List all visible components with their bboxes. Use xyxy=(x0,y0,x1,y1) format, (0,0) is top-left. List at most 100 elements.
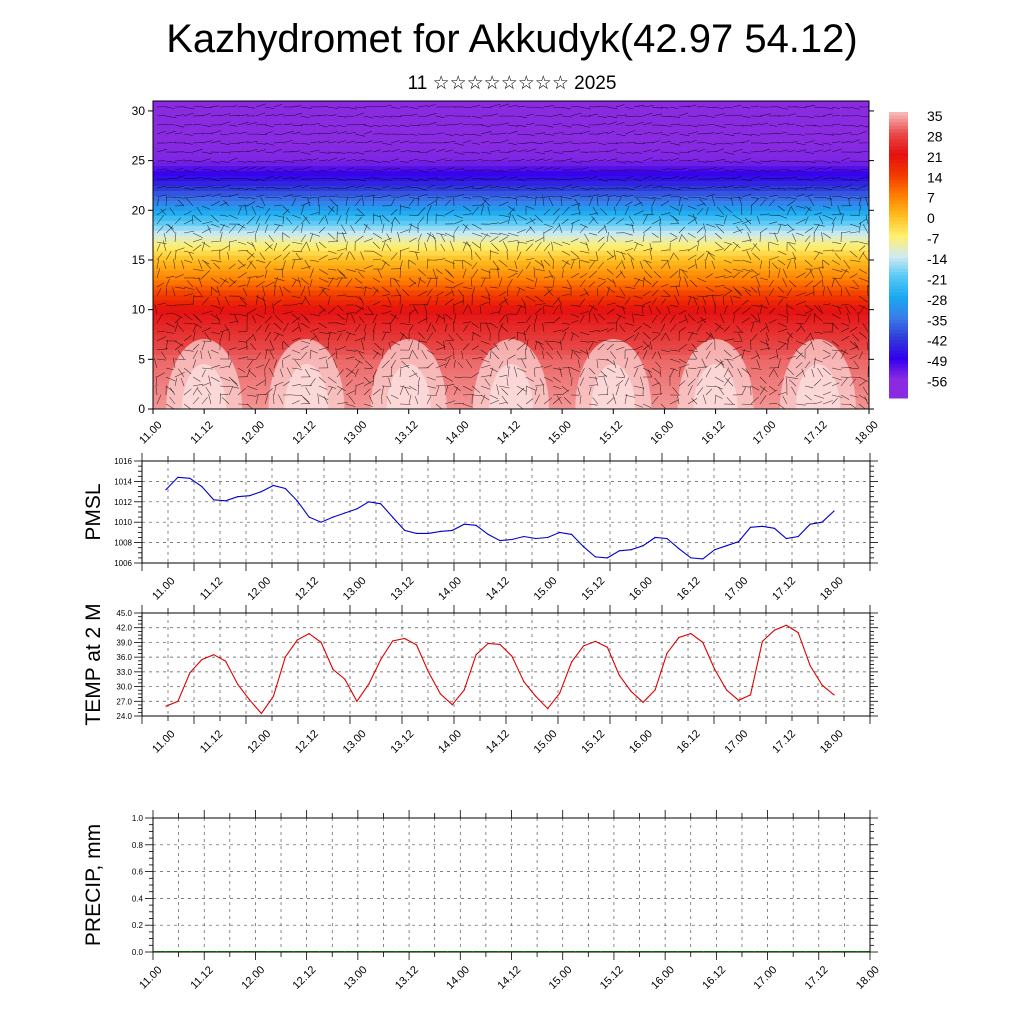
wind-barb xyxy=(228,386,234,396)
wind-barb xyxy=(237,284,246,288)
precip-bar xyxy=(498,951,511,952)
wind-barb xyxy=(354,360,361,369)
wind-barb xyxy=(651,314,658,324)
wind-barb xyxy=(291,142,301,144)
wind-barb xyxy=(453,300,465,306)
field-band xyxy=(153,135,869,142)
wind-barb xyxy=(579,130,590,135)
colorbar-swatch xyxy=(889,180,908,184)
wind-barb xyxy=(579,250,590,254)
wind-barb xyxy=(741,115,751,118)
wind-barb xyxy=(426,168,437,171)
wind-barb xyxy=(579,167,589,171)
wind-barb xyxy=(813,176,823,180)
wind-barb xyxy=(246,277,251,288)
wind-barb xyxy=(345,268,356,272)
wind-barb xyxy=(300,216,308,225)
wind-barb xyxy=(381,322,392,324)
wind-barb xyxy=(210,115,222,117)
wind-barb xyxy=(755,276,761,288)
wind-barb xyxy=(849,355,858,360)
wind-barb xyxy=(642,276,645,288)
wind-barb xyxy=(678,226,685,234)
wind-barb xyxy=(286,367,293,378)
wind-barb xyxy=(351,313,356,324)
colorbar-swatch xyxy=(889,217,908,222)
wind-barb xyxy=(606,131,615,135)
wind-barb xyxy=(579,106,591,110)
x-tick-label: 18.00 xyxy=(854,964,882,992)
wind-barb xyxy=(714,142,725,145)
wind-barb xyxy=(489,149,500,153)
wind-barb xyxy=(628,215,635,225)
wind-barb xyxy=(399,114,410,117)
wind-barb xyxy=(831,185,842,189)
wind-barb xyxy=(669,187,681,191)
wind-barb xyxy=(588,304,595,315)
wind-barb xyxy=(309,279,313,288)
wind-barb xyxy=(224,324,230,333)
wind-barb xyxy=(309,141,321,144)
wind-barb xyxy=(696,236,705,243)
wind-barb xyxy=(543,223,554,228)
data-point xyxy=(630,690,632,693)
wind-barb xyxy=(642,350,648,360)
wind-barb xyxy=(768,260,771,270)
wind-barb xyxy=(399,205,411,209)
wind-barb xyxy=(840,349,847,360)
wind-barb xyxy=(201,168,211,171)
wind-barb xyxy=(435,296,439,306)
wind-barb xyxy=(246,166,257,171)
precip-bar xyxy=(229,951,243,952)
field-band xyxy=(153,210,869,216)
wind-barb xyxy=(624,205,630,216)
wind-barb xyxy=(849,273,858,279)
wind-barb xyxy=(678,112,689,117)
wind-barb xyxy=(534,384,544,387)
wind-barb xyxy=(372,330,375,342)
colorbar-swatch xyxy=(889,132,908,137)
precip-bar xyxy=(511,951,524,952)
wind-barb xyxy=(849,394,859,398)
wind-barb xyxy=(651,159,663,162)
wind-barb xyxy=(507,207,515,216)
wind-barb xyxy=(534,214,543,223)
wind-barb xyxy=(777,223,787,226)
wind-barb xyxy=(426,288,433,297)
wind-barb xyxy=(210,169,220,173)
wind-barb xyxy=(300,345,309,351)
wind-barb xyxy=(183,169,195,173)
wind-barb xyxy=(468,305,473,315)
wind-barb xyxy=(822,106,834,110)
wind-barb xyxy=(507,196,517,200)
data-point xyxy=(678,548,680,550)
wind-barb xyxy=(525,376,535,382)
wind-barb xyxy=(750,320,761,324)
wind-barb xyxy=(513,366,518,378)
field-band xyxy=(153,101,869,107)
wind-barb xyxy=(273,104,283,108)
data-point xyxy=(380,659,382,661)
data-point xyxy=(773,527,776,529)
wind-barb xyxy=(840,268,849,273)
wind-barb xyxy=(552,178,563,180)
colorbar-swatch xyxy=(889,200,908,205)
wind-barb xyxy=(543,140,554,144)
wind-barb xyxy=(660,295,671,298)
wind-barb xyxy=(714,223,724,226)
wind-barb xyxy=(579,377,584,387)
wind-barb xyxy=(669,349,681,352)
wind-barb xyxy=(489,367,494,378)
wind-barb xyxy=(759,169,770,172)
wind-barb xyxy=(570,142,580,145)
wind-barb xyxy=(577,205,581,216)
wind-barb xyxy=(228,193,239,198)
wind-barb xyxy=(174,378,178,387)
wind-barb xyxy=(309,157,319,162)
wind-barb xyxy=(255,274,265,279)
wind-barb xyxy=(516,385,527,392)
wind-barb xyxy=(372,388,381,396)
wind-barb xyxy=(516,288,521,297)
y-tick-label: 0.2 xyxy=(132,921,144,930)
wind-barb xyxy=(379,215,383,225)
